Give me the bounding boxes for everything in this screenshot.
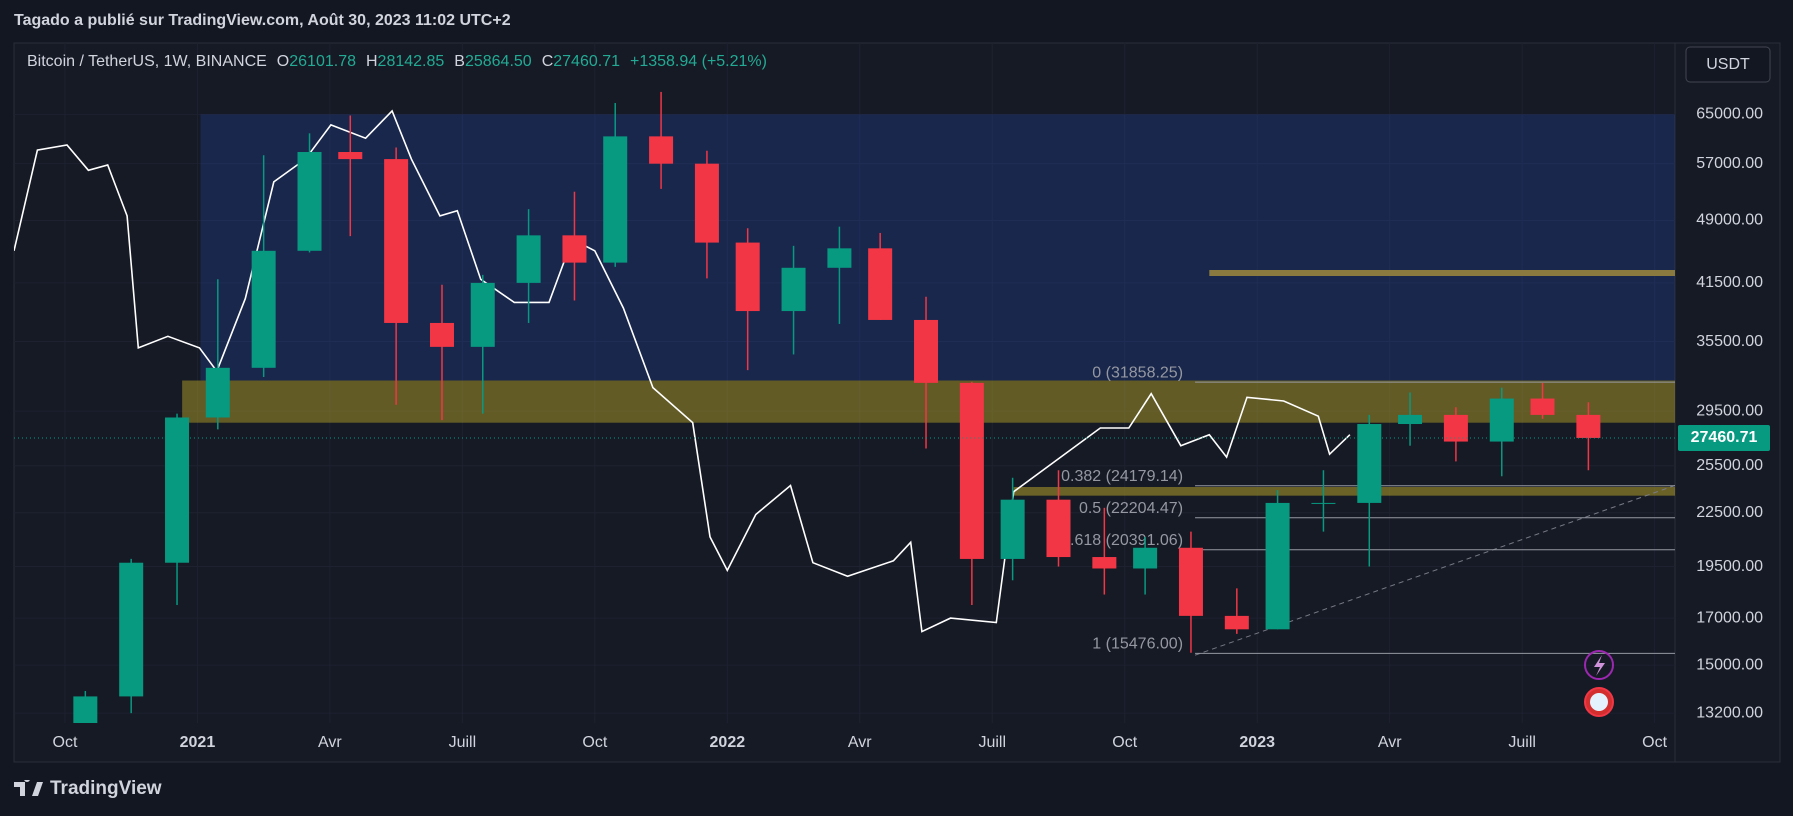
x-tick-label: Oct bbox=[1112, 734, 1137, 751]
y-tick-label: 13200.00 bbox=[1696, 704, 1763, 721]
candle-body bbox=[1133, 547, 1158, 569]
event-icon[interactable] bbox=[1584, 650, 1614, 680]
candle-body bbox=[1000, 499, 1025, 559]
ohlc-value: 26101.78 bbox=[289, 53, 356, 70]
zone bbox=[1013, 487, 1675, 496]
candle-body bbox=[470, 282, 495, 347]
footer: TradingView bbox=[14, 778, 162, 800]
fib-label: 0.618 (20391.06) bbox=[1061, 532, 1183, 549]
ohlc-values: O26101.78 H28142.85 B25864.50 C27460.71 bbox=[277, 53, 620, 71]
fib-label: 0.5 (22204.47) bbox=[1079, 500, 1183, 517]
fib-label: 0.382 (24179.14) bbox=[1061, 468, 1183, 485]
fib-label: 0 (31858.25) bbox=[1092, 364, 1183, 381]
candle-body bbox=[735, 242, 760, 312]
candle-body bbox=[1576, 414, 1601, 438]
candle-body bbox=[1398, 414, 1423, 425]
candle-body bbox=[781, 267, 806, 312]
x-tick-label: Oct bbox=[582, 734, 607, 751]
y-tick-label: 35500.00 bbox=[1696, 333, 1763, 350]
candle-body bbox=[959, 382, 984, 559]
candle-body bbox=[868, 248, 893, 320]
ohlc-item: C27460.71 bbox=[542, 53, 620, 71]
candle-body bbox=[297, 152, 322, 251]
candle-body bbox=[516, 235, 541, 283]
candle-body bbox=[1489, 398, 1514, 442]
candle-body bbox=[165, 417, 190, 563]
y-tick-label: 57000.00 bbox=[1696, 155, 1763, 172]
candle-body bbox=[1443, 414, 1468, 442]
plot-area: 0 (31858.25) 0.382 (24179.14) 0.5 (22204.4… bbox=[14, 43, 1675, 723]
ohlc-key: C bbox=[541, 53, 554, 70]
x-tick-label: 2023 bbox=[1239, 734, 1275, 751]
candle-body bbox=[1265, 502, 1290, 630]
y-tick-label: 25500.00 bbox=[1696, 457, 1763, 474]
x-tick-label: Juill bbox=[1508, 734, 1536, 751]
x-tick-label: Juill bbox=[449, 734, 477, 751]
ohlc-value: 27460.71 bbox=[553, 53, 620, 70]
y-tick-label: 19500.00 bbox=[1696, 558, 1763, 575]
candle-body bbox=[384, 159, 409, 323]
y-tick-label: 22500.00 bbox=[1696, 504, 1763, 521]
y-tick-label: 17000.00 bbox=[1696, 609, 1763, 626]
candle-body bbox=[1046, 499, 1071, 558]
y-tick-label: 29500.00 bbox=[1696, 402, 1763, 419]
y-tick-label: 49000.00 bbox=[1696, 212, 1763, 229]
ohlc-item: B25864.50 bbox=[454, 53, 531, 71]
candle-body bbox=[73, 696, 98, 723]
candle-body bbox=[694, 163, 719, 243]
x-tick-label: Avr bbox=[848, 734, 872, 751]
x-tick-label: 2022 bbox=[710, 734, 746, 751]
candle-body bbox=[1092, 557, 1117, 569]
brand-logo bbox=[14, 780, 43, 796]
ohlc-key: O bbox=[276, 53, 290, 70]
change-value: +1358.94 (+5.21%) bbox=[629, 53, 767, 70]
candle-body bbox=[119, 562, 144, 697]
ohlc-key: B bbox=[454, 53, 465, 70]
y-tick-label: 15000.00 bbox=[1696, 656, 1763, 673]
comparison-line bbox=[14, 109, 1351, 633]
last-price-label: 27460.71 bbox=[1691, 429, 1758, 446]
fib-label: 1 (15476.00) bbox=[1092, 636, 1183, 653]
currency-label[interactable]: USDT bbox=[1706, 56, 1750, 73]
brand-name: TradingView bbox=[50, 778, 162, 799]
y-tick-label: 65000.00 bbox=[1696, 106, 1763, 123]
ohlc-key: H bbox=[365, 53, 378, 70]
candle-body bbox=[1224, 615, 1249, 630]
economic-event-flag bbox=[1590, 693, 1608, 711]
x-tick-label: Avr bbox=[318, 734, 342, 751]
ohlc-value: 25864.50 bbox=[464, 53, 532, 70]
last-price-box bbox=[1678, 424, 1770, 451]
published-line: Tagado a publié sur TradingView.com, Aoû… bbox=[14, 12, 511, 29]
currency-button[interactable] bbox=[1685, 46, 1771, 83]
candle-body bbox=[1178, 547, 1203, 616]
candle-body bbox=[649, 136, 674, 164]
candle-body bbox=[562, 235, 587, 263]
axes: 65000.00 57000.00 49000.00 41500.00 35500.00… bbox=[53, 106, 1770, 751]
ohlc-item: H28142.85 bbox=[366, 53, 444, 71]
candle-body bbox=[1357, 424, 1382, 503]
x-tick-label: Avr bbox=[1378, 734, 1402, 751]
zone bbox=[182, 380, 1675, 423]
candle-body bbox=[1311, 502, 1336, 504]
x-tick-label: Oct bbox=[1642, 734, 1667, 751]
symbol-title: Bitcoin / TetherUS, 1W, BINANCE bbox=[27, 53, 267, 70]
legend: Bitcoin / TetherUS, 1W, BINANCE O26101.7… bbox=[27, 53, 767, 71]
ohlc-item: O26101.78 bbox=[277, 53, 356, 71]
candle-body bbox=[1530, 398, 1555, 415]
x-tick-label: Juill bbox=[978, 734, 1006, 751]
candle-body bbox=[338, 152, 363, 160]
event-icon-bolt bbox=[1594, 655, 1605, 676]
candle-body bbox=[251, 250, 276, 368]
candle-body bbox=[827, 248, 852, 268]
candle-body bbox=[914, 319, 939, 383]
x-tick-label: 2021 bbox=[180, 734, 216, 751]
ohlc-value: 28142.85 bbox=[377, 53, 445, 70]
x-tick-label: Oct bbox=[53, 734, 78, 751]
candle-body bbox=[429, 322, 454, 347]
y-tick-label: 41500.00 bbox=[1696, 274, 1763, 291]
candle-body bbox=[603, 136, 628, 263]
candle-body bbox=[205, 367, 230, 418]
